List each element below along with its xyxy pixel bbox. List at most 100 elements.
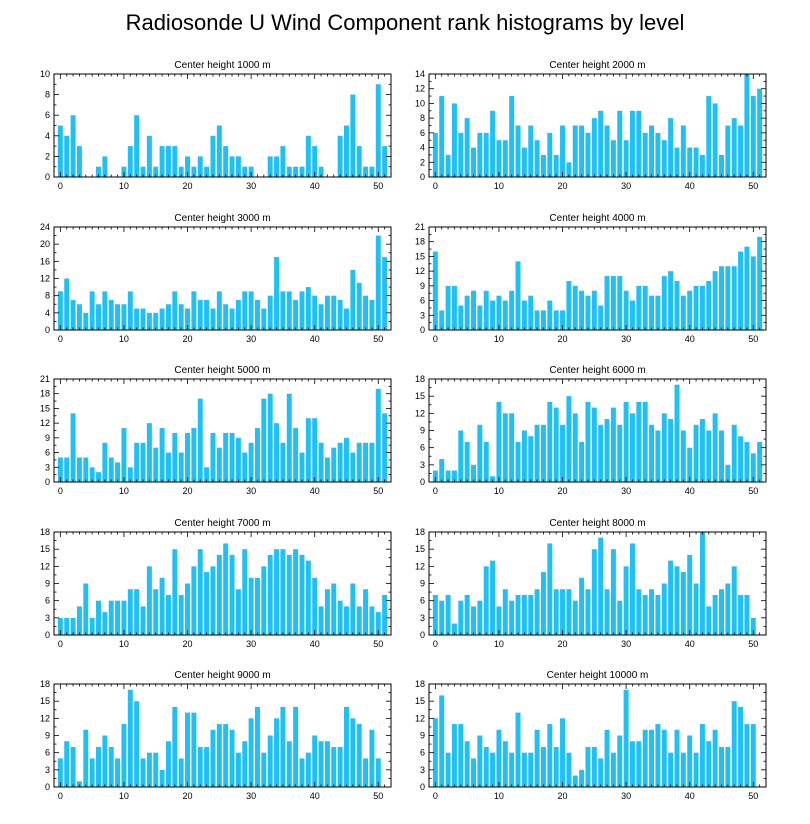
x-tick-label: 30 [246,334,256,344]
x-tick-label: 40 [310,486,320,496]
bar-rank-7 [102,612,108,635]
y-tick-label: 18 [415,679,425,689]
bar-rank-18 [172,549,178,635]
y-tick-label: 8 [45,291,50,301]
bar-rank-47 [356,282,362,330]
bar-rank-19 [553,746,559,787]
bar-rank-43 [706,606,712,635]
bar-rank-23 [204,746,210,787]
bar-rank-51 [382,594,388,635]
bar-rank-17 [165,452,171,482]
bar-rank-23 [579,125,585,177]
bar-rank-46 [350,269,356,330]
bar-rank-18 [547,543,553,635]
bar-rank-46 [350,452,356,482]
x-tick-label: 0 [433,334,438,344]
bar-rank-16 [534,140,540,177]
x-tick-label: 0 [58,334,63,344]
x-tick-label: 20 [183,181,193,191]
histogram-panel-6: Center height 6000 m 0 10 20 30 40 50 0 3 6 9 12 15 1… [415,365,767,496]
bar-rank-19 [178,304,184,330]
bar-rank-22 [197,156,203,177]
bar-rank-1 [64,278,70,330]
bar-rank-23 [579,769,585,787]
bar-rank-39 [680,125,686,177]
panel-title: Center height 6000 m [549,365,645,376]
bar-rank-24 [210,308,216,330]
x-tick-label: 20 [558,181,568,191]
bar-rank-29 [242,452,248,482]
bar-rank-36 [286,554,292,635]
bar-rank-49 [369,442,375,482]
bar-rank-51 [382,413,388,482]
bar-rank-2 [70,413,76,482]
bar-rank-4 [83,457,89,482]
x-tick-label: 20 [183,791,193,801]
x-tick-label: 20 [183,334,193,344]
bar-rank-5 [89,617,95,635]
bar-rank-10 [121,600,127,635]
bar-rank-46 [725,464,731,482]
bar-rank-0 [57,125,63,177]
bar-rank-38 [674,566,680,635]
bar-rank-11 [127,467,133,482]
bar-rank-50 [750,256,756,330]
bar-rank-4 [83,729,89,787]
bar-rank-17 [540,424,546,482]
bar-rank-47 [731,424,737,482]
bar-rank-9 [490,300,496,330]
y-tick-label: 3 [45,613,50,623]
bar-rank-5 [464,741,470,787]
bar-rank-41 [693,147,699,177]
bar-rank-19 [178,594,184,635]
x-tick-label: 0 [433,639,438,649]
bar-rank-46 [725,746,731,787]
bar-rank-51 [757,441,763,482]
bar-rank-31 [254,428,260,482]
bar-rank-39 [305,287,311,330]
bar-rank-6 [471,758,476,787]
bar-rank-30 [623,401,629,482]
bar-rank-23 [204,166,210,177]
bar-rank-0 [432,251,438,330]
bar-rank-43 [331,295,337,330]
bar-rank-49 [744,246,750,330]
bar-rank-24 [210,135,216,177]
bar-rank-36 [661,729,667,787]
bar-rank-15 [528,295,534,330]
bar-rank-7 [477,305,483,330]
bar-rank-8 [483,290,489,330]
bar-rank-7 [102,442,108,482]
bar-rank-7 [477,424,483,482]
bar-rank-27 [604,729,610,787]
bar-rank-46 [350,718,356,787]
bar-rank-33 [642,285,648,330]
bar-rank-50 [750,453,756,482]
y-tick-label: 9 [420,426,425,436]
bar-rank-25 [591,118,597,177]
bar-rank-37 [668,560,674,635]
bar-rank-51 [757,236,763,330]
y-tick-label: 9 [420,731,425,741]
bar-rank-8 [108,600,114,635]
x-tick-label: 50 [373,791,383,801]
histogram-panel-3: Center height 3000 m 0 10 20 30 40 50 0 4 8 12 16 20… [40,213,392,344]
bar-rank-25 [216,125,222,177]
bar-rank-25 [216,724,222,787]
bar-rank-28 [235,437,241,482]
bar-rank-42 [324,741,330,787]
x-tick-label: 30 [621,639,631,649]
bar-rank-1 [64,741,70,787]
y-tick-label: 0 [420,477,425,487]
bar-rank-22 [572,125,578,177]
bar-rank-39 [305,418,311,482]
bar-rank-14 [521,300,527,330]
bar-rank-36 [286,291,292,331]
bar-rank-30 [248,291,254,331]
panel-title: Center height 2000 m [549,60,645,71]
bar-rank-3 [451,470,457,482]
bar-rank-8 [108,299,114,330]
x-tick-label: 20 [558,791,568,801]
bar-rank-15 [153,166,159,177]
y-tick-label: 9 [45,731,50,741]
